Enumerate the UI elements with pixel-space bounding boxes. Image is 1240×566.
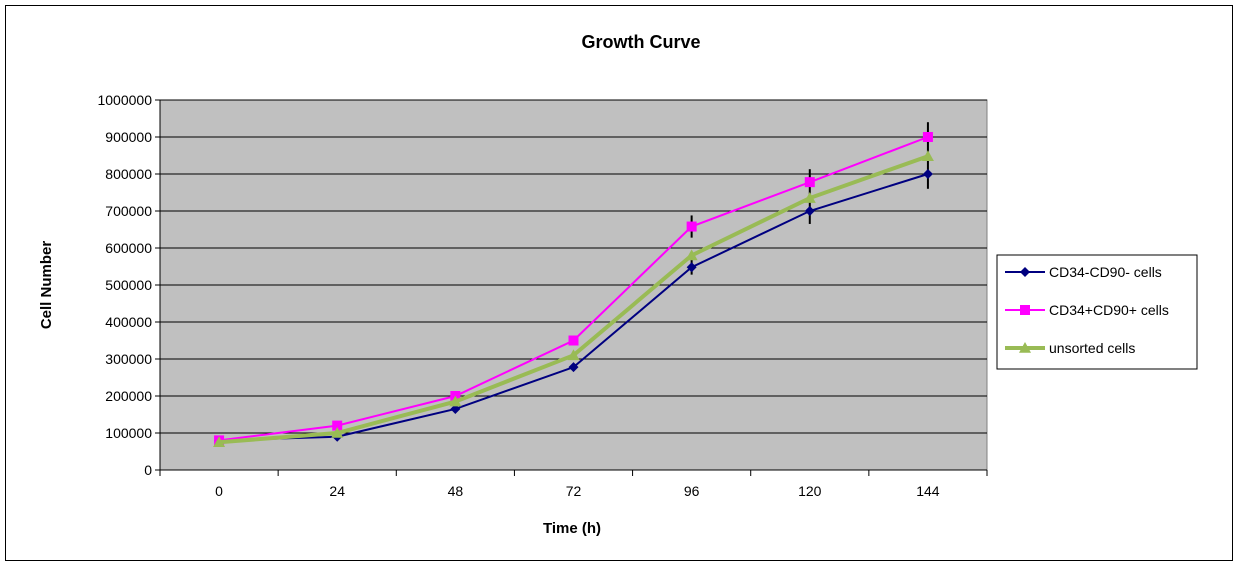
- y-tick-label: 900000: [105, 129, 152, 145]
- x-tick-label: 144: [916, 483, 940, 499]
- x-tick-label: 0: [215, 483, 223, 499]
- x-tick-label: 120: [798, 483, 822, 499]
- y-tick-label: 200000: [105, 388, 152, 404]
- square-marker: [804, 177, 815, 188]
- square-marker: [686, 221, 697, 232]
- x-tick-label: 48: [448, 483, 464, 499]
- diamond-marker: [804, 206, 815, 216]
- x-axis-ticks: 0 24 48 72 96 120 144: [159, 470, 988, 499]
- y-tick-label: 700000: [105, 203, 152, 219]
- legend-label: unsorted cells: [1049, 340, 1135, 356]
- series-triangle: [213, 150, 934, 448]
- diamond-marker: [922, 169, 933, 179]
- y-tick-label: 400000: [105, 314, 152, 330]
- chart-title: Growth Curve: [581, 32, 700, 52]
- square-marker: [568, 335, 579, 346]
- y-axis-title: Cell Number: [38, 241, 55, 330]
- diamond-marker: [568, 362, 579, 373]
- triangle-marker: [331, 427, 344, 438]
- x-tick-label: 72: [566, 483, 582, 499]
- square-marker: [1020, 305, 1030, 315]
- y-tick-label: 600000: [105, 240, 152, 256]
- legend-label: CD34+CD90+ cells: [1049, 302, 1169, 318]
- triangle-marker: [567, 349, 580, 361]
- diamond-marker: [450, 403, 461, 414]
- y-tick-label: 800000: [105, 166, 152, 182]
- y-tick-label: 500000: [105, 277, 152, 293]
- legend-item: CD34-CD90- cells: [1005, 264, 1162, 280]
- triangle-marker: [685, 249, 698, 261]
- triangle-marker: [803, 192, 816, 203]
- square-marker: [332, 420, 343, 431]
- diamond-marker: [686, 262, 697, 273]
- y-tick-label: 300000: [105, 351, 152, 367]
- triangle-marker: [1019, 342, 1031, 353]
- triangle-marker: [921, 150, 934, 162]
- y-tick-label: 1000000: [97, 92, 152, 108]
- legend-item: unsorted cells: [1005, 340, 1135, 356]
- diamond-marker: [1020, 267, 1030, 277]
- x-tick-label: 24: [329, 483, 345, 499]
- y-axis-ticks: 0 100000 200000 300000 400000 500000 600000 700…: [97, 92, 160, 478]
- x-axis-title: Time (h): [543, 520, 601, 537]
- legend-item: CD34+CD90+ cells: [1005, 302, 1169, 318]
- triangle-marker: [213, 436, 226, 448]
- triangle-marker: [449, 395, 462, 407]
- legend-label: CD34-CD90- cells: [1049, 264, 1162, 280]
- legend: CD34-CD90- cells CD34+CD90+ cells unsorted…: [996, 254, 1198, 370]
- x-tick-label: 96: [684, 483, 700, 499]
- square-marker: [922, 132, 933, 142]
- y-tick-label: 100000: [105, 425, 152, 441]
- y-tick-label: 0: [144, 462, 152, 478]
- series-layer: [213, 122, 934, 448]
